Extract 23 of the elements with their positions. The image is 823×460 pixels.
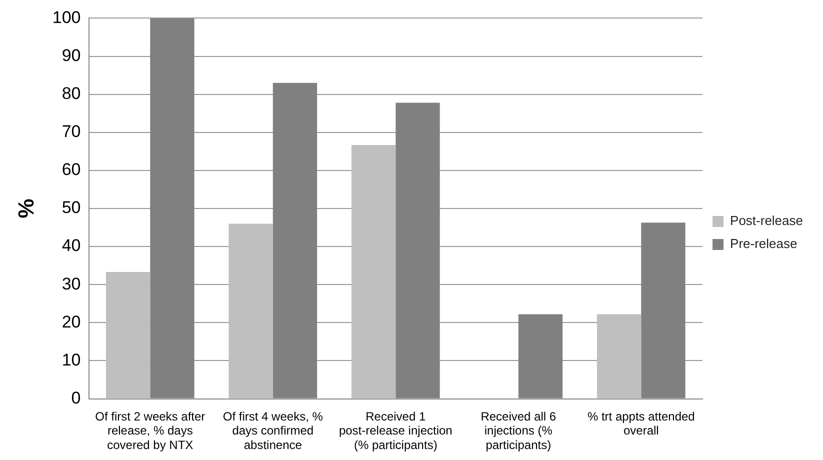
y-tick-label: 30 [62, 274, 81, 294]
bar [596, 314, 642, 398]
y-axis-title: % [13, 198, 38, 218]
x-tick-label: Received all 6 injections (% participants) [480, 409, 556, 452]
x-tick-label: Received 1 post-release injection (% participants) [338, 409, 452, 452]
y-tick-label: 70 [62, 122, 81, 142]
bar [351, 144, 396, 398]
y-tick-label: 0 [71, 388, 81, 408]
y-tick-label: 50 [62, 198, 81, 218]
legend-label: Post-release [730, 213, 804, 228]
y-tick-label: 100 [52, 8, 81, 27]
y-tick-label: 60 [62, 160, 81, 180]
y-tick-label: 80 [62, 84, 81, 104]
x-tick-label: Of first 2 weeks after release, % days covered by NTX [95, 409, 206, 452]
y-tick-label: 40 [62, 236, 81, 256]
x-tick-label: % trt appts attended overall [587, 409, 695, 438]
bar [106, 272, 150, 398]
y-tick-label: 20 [62, 312, 81, 332]
y-tick-label: 10 [62, 350, 81, 370]
bar [228, 224, 273, 398]
y-tick-label: 90 [62, 46, 81, 65]
legend-label: Pre-release [730, 236, 798, 252]
x-tick-label: Of first 4 weeks, % days confirmed abstinence [222, 409, 324, 452]
